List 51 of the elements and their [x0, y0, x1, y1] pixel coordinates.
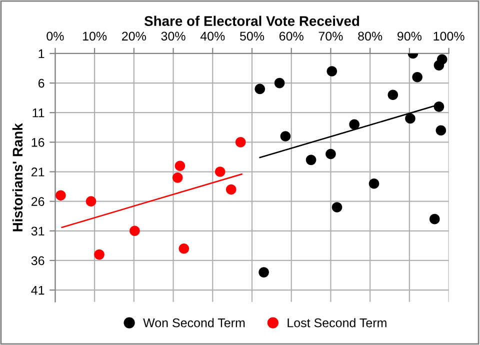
point	[235, 137, 246, 148]
point	[56, 190, 66, 201]
y-tick-label: 1	[38, 49, 44, 58]
point	[258, 267, 269, 278]
y-tick-label: 16	[32, 138, 44, 147]
point	[130, 226, 140, 236]
y-tick-label: 11	[32, 108, 44, 118]
y-tick-label: 6	[38, 78, 44, 88]
x-tick-label: 50%	[240, 32, 264, 41]
point	[368, 178, 380, 189]
y-tick-label: 31	[31, 226, 44, 236]
point	[434, 102, 444, 112]
point	[178, 243, 190, 254]
y-axis-title: Historians' Rank	[12, 123, 23, 232]
x-tick-label: 30%	[161, 32, 186, 41]
point	[86, 196, 96, 206]
point	[326, 148, 336, 160]
point	[388, 90, 398, 100]
point	[174, 160, 186, 171]
point	[412, 72, 422, 82]
y-tick-label: 36	[31, 256, 44, 266]
point	[429, 214, 440, 224]
point	[172, 172, 183, 183]
point	[214, 166, 226, 177]
point	[405, 113, 416, 124]
y-tick-label: 21	[32, 168, 44, 176]
point	[349, 119, 360, 130]
point	[94, 249, 104, 260]
point	[434, 60, 444, 70]
point	[332, 202, 342, 212]
x-tick-label: 20%	[122, 32, 146, 41]
x-tick-label: 0%	[46, 32, 64, 41]
point	[436, 125, 446, 136]
y-tick-label: 26	[32, 197, 44, 206]
x-tick-label: 70%	[318, 32, 343, 41]
legend-label: Won Second Term	[143, 318, 245, 328]
x-tick-label: 90%	[398, 32, 422, 41]
x-axis-title: Share of Electoral Vote Received	[144, 16, 360, 26]
x-tick-label: 100%	[434, 32, 464, 41]
y-tick-label: 41	[31, 286, 44, 295]
x-tick-label: 80%	[358, 32, 382, 41]
x-tick-label: 10%	[83, 32, 107, 41]
point	[226, 184, 236, 195]
point	[306, 154, 316, 166]
point	[280, 131, 291, 142]
point	[326, 66, 338, 76]
point	[254, 84, 266, 94]
point	[274, 78, 285, 88]
x-tick-label: 60%	[279, 32, 304, 41]
x-tick-label: 40%	[200, 32, 225, 41]
legend-label: Lost Second Term	[288, 318, 386, 328]
